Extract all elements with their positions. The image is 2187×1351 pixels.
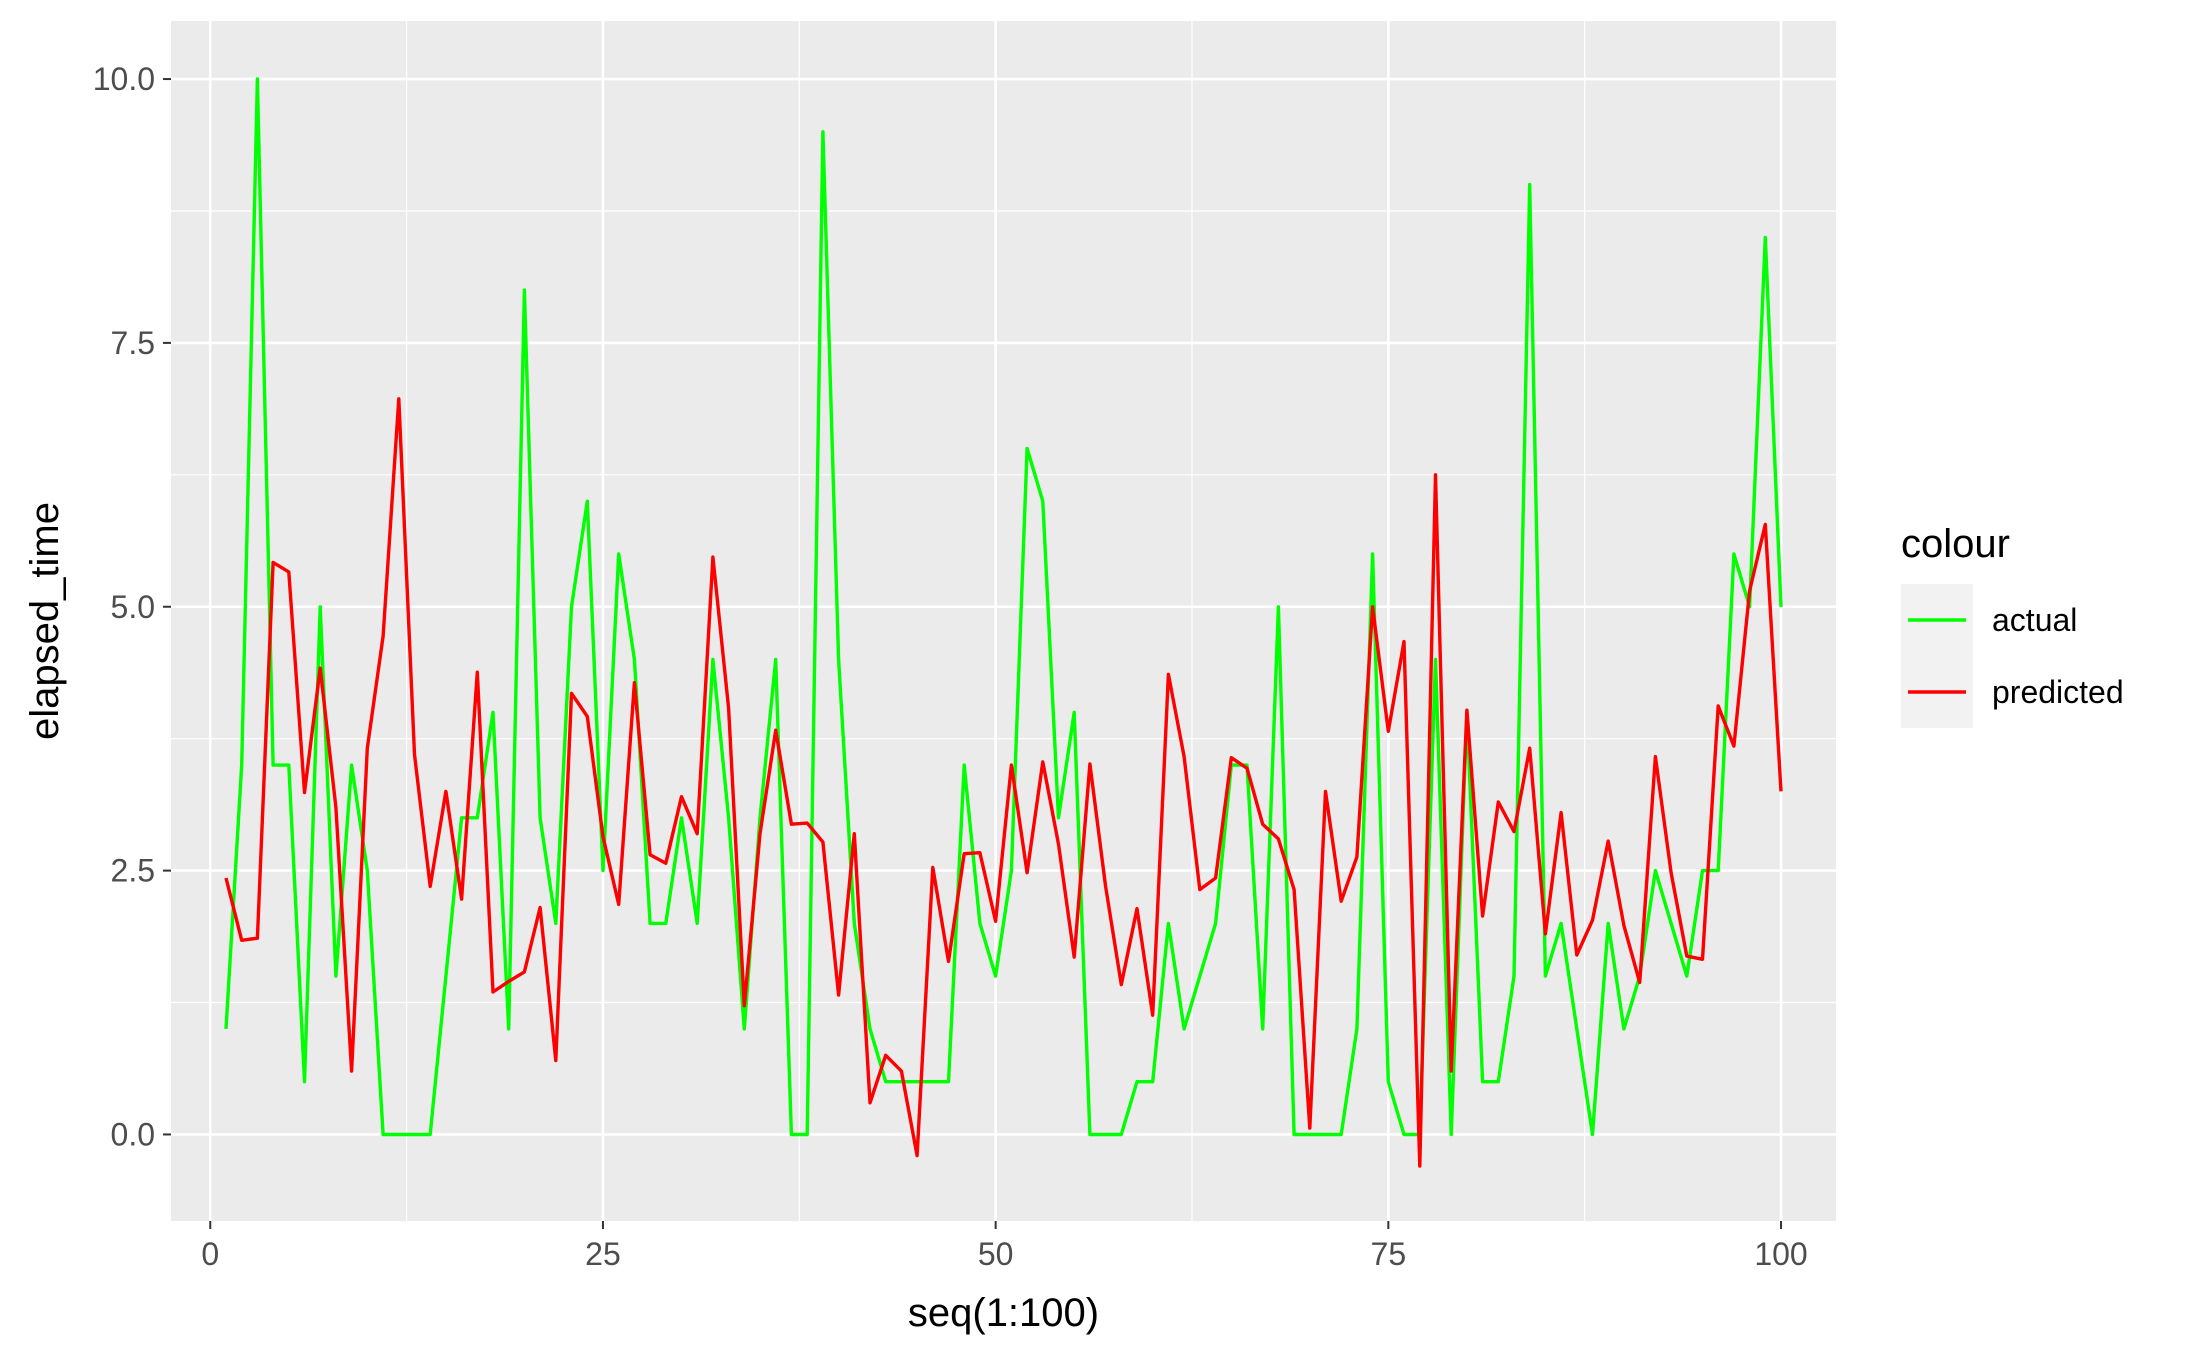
- x-tick-label: 100: [1754, 1236, 1807, 1272]
- legend: colour actual predicted: [1901, 522, 2124, 728]
- y-tick-label: 10.0: [93, 61, 155, 97]
- legend-entries: actual predicted: [1901, 584, 2124, 728]
- y-tick-label: 5.0: [111, 589, 155, 625]
- legend-label-predicted: predicted: [1992, 674, 2124, 710]
- legend-title: colour: [1901, 522, 2010, 566]
- series-line-actual: [224, 77, 1783, 1137]
- y-axis-title: elapsed_time: [23, 502, 67, 740]
- y-tick-label: 0.0: [111, 1116, 155, 1152]
- y-tick-label: 2.5: [111, 853, 155, 889]
- y-tick-label: 7.5: [111, 325, 155, 361]
- x-tick-label: 75: [1371, 1236, 1407, 1272]
- x-axis: 0 25 50 75 100: [201, 1221, 1808, 1272]
- series-line-predicted: [224, 397, 1783, 1168]
- x-tick-label: 25: [585, 1236, 621, 1272]
- minor-gridlines: [171, 21, 1836, 1221]
- x-tick-label: 0: [201, 1236, 219, 1272]
- legend-label-actual: actual: [1992, 602, 2077, 638]
- x-tick-label: 50: [978, 1236, 1014, 1272]
- x-axis-title: seq(1:100): [908, 1291, 1099, 1335]
- major-gridlines: [171, 21, 1836, 1221]
- y-axis: 0.0 2.5 5.0 7.5 10.0: [93, 61, 171, 1152]
- plot-panel: [171, 21, 1836, 1221]
- series-lines: [224, 77, 1783, 1168]
